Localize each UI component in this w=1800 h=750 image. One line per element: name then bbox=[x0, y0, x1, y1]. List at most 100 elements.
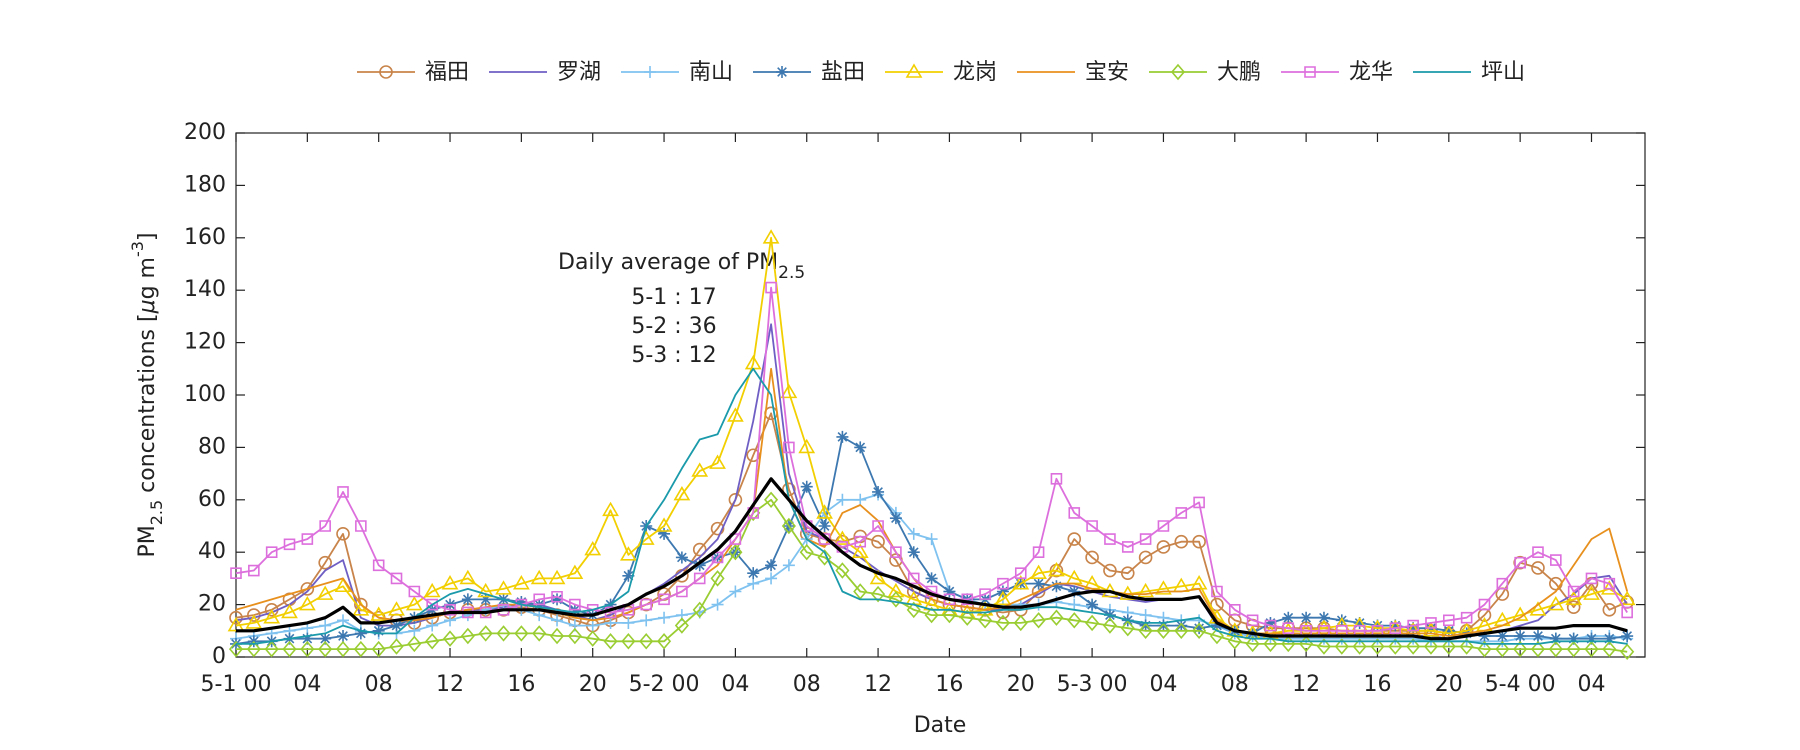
line-marker bbox=[337, 630, 350, 643]
line-marker bbox=[1030, 564, 1047, 579]
line-marker bbox=[1531, 561, 1545, 575]
line-marker bbox=[1388, 638, 1403, 655]
line-marker bbox=[1532, 546, 1544, 558]
line-marker bbox=[1603, 632, 1616, 645]
line-marker bbox=[619, 546, 637, 561]
line-marker bbox=[943, 593, 956, 606]
line-marker bbox=[1618, 590, 1636, 606]
line-marker bbox=[1192, 534, 1206, 549]
line-marker bbox=[747, 567, 760, 580]
annotation-title-text: Daily average of PM bbox=[558, 250, 778, 275]
annotation-title: Daily average of PM2.5 bbox=[558, 250, 805, 283]
legend-label: 南山 bbox=[689, 60, 733, 85]
line-marker bbox=[639, 597, 654, 612]
annotation-title-sub: 2.5 bbox=[778, 263, 805, 283]
series-line bbox=[235, 412, 1628, 635]
line-marker bbox=[872, 485, 885, 498]
line-marker bbox=[995, 614, 1010, 632]
line-marker bbox=[388, 601, 405, 616]
line-marker bbox=[585, 630, 600, 647]
legend-marker bbox=[379, 65, 393, 79]
line-marker bbox=[479, 593, 492, 606]
line-marker bbox=[1549, 632, 1562, 645]
line-marker bbox=[1621, 630, 1634, 643]
line-marker bbox=[263, 609, 281, 624]
line-marker bbox=[423, 582, 441, 598]
y-axis-label: PM2.5 concentrations [μg m-3] bbox=[128, 232, 166, 557]
x-tick-label: 16 bbox=[507, 672, 535, 697]
line-marker bbox=[281, 603, 298, 619]
y-tick-label: 40 bbox=[198, 539, 226, 564]
line-marker bbox=[656, 633, 672, 650]
line-marker bbox=[1264, 619, 1277, 632]
line-marker bbox=[1032, 577, 1045, 590]
line-marker bbox=[1085, 550, 1099, 565]
x-tick-label: 08 bbox=[365, 672, 393, 697]
line-marker bbox=[1496, 630, 1509, 643]
line-marker bbox=[372, 559, 385, 572]
line-marker bbox=[817, 549, 832, 566]
line-marker bbox=[907, 546, 920, 559]
line-marker bbox=[1460, 611, 1473, 624]
y-tick-label: 60 bbox=[198, 487, 226, 512]
line-marker bbox=[1157, 619, 1170, 632]
line-marker bbox=[1531, 630, 1544, 643]
line-marker bbox=[1620, 643, 1635, 660]
line-marker bbox=[1602, 603, 1617, 617]
annotation-line: 5-2 : 36 bbox=[631, 314, 716, 339]
line-marker bbox=[245, 614, 263, 629]
line-marker bbox=[1621, 606, 1633, 619]
line-marker bbox=[1068, 598, 1081, 611]
line-marker bbox=[1139, 609, 1152, 622]
line-marker bbox=[622, 616, 635, 629]
legend-label: 罗湖 bbox=[557, 60, 601, 85]
line-marker bbox=[782, 559, 795, 572]
line-marker bbox=[514, 625, 529, 642]
line-marker bbox=[1282, 611, 1295, 624]
line-marker bbox=[229, 610, 243, 625]
line-marker bbox=[1370, 638, 1385, 655]
line-marker bbox=[997, 577, 1009, 590]
line-marker bbox=[390, 572, 403, 585]
line-marker bbox=[835, 562, 850, 579]
line-marker bbox=[1086, 520, 1098, 532]
line-marker bbox=[1121, 541, 1134, 553]
line-marker bbox=[1085, 614, 1100, 632]
line-marker bbox=[248, 564, 260, 577]
line-marker bbox=[783, 441, 795, 454]
line-marker bbox=[640, 614, 653, 627]
line-marker bbox=[1478, 630, 1491, 643]
line-marker bbox=[1193, 622, 1206, 635]
line-marker bbox=[1496, 577, 1509, 590]
line-marker bbox=[444, 604, 456, 616]
line-marker bbox=[960, 609, 975, 626]
line-marker bbox=[816, 504, 833, 519]
line-marker bbox=[604, 606, 617, 619]
y-tick-label: 100 bbox=[184, 382, 226, 407]
line-marker bbox=[319, 520, 331, 532]
line-marker bbox=[710, 570, 725, 587]
line-marker bbox=[1389, 619, 1402, 632]
x-tick-label: 04 bbox=[293, 672, 321, 697]
line-marker bbox=[640, 598, 653, 611]
line-marker bbox=[994, 590, 1012, 606]
line-marker bbox=[729, 585, 742, 598]
line-marker bbox=[836, 430, 849, 443]
line-marker bbox=[747, 577, 760, 590]
legend-label: 龙岗 bbox=[953, 60, 997, 85]
x-tick-label: 04 bbox=[1577, 672, 1605, 697]
line-marker bbox=[1478, 598, 1491, 611]
y-tick-label: 200 bbox=[184, 120, 226, 145]
line-marker bbox=[230, 567, 242, 579]
line-marker bbox=[1102, 617, 1117, 634]
line-marker bbox=[639, 633, 654, 650]
line-marker bbox=[729, 533, 742, 545]
line-marker bbox=[728, 543, 743, 561]
line-marker bbox=[1067, 532, 1082, 546]
line-marker bbox=[1138, 622, 1153, 640]
line-marker bbox=[710, 521, 725, 536]
line-marker bbox=[765, 572, 778, 585]
line-marker bbox=[1138, 550, 1153, 565]
line-marker bbox=[371, 640, 386, 658]
